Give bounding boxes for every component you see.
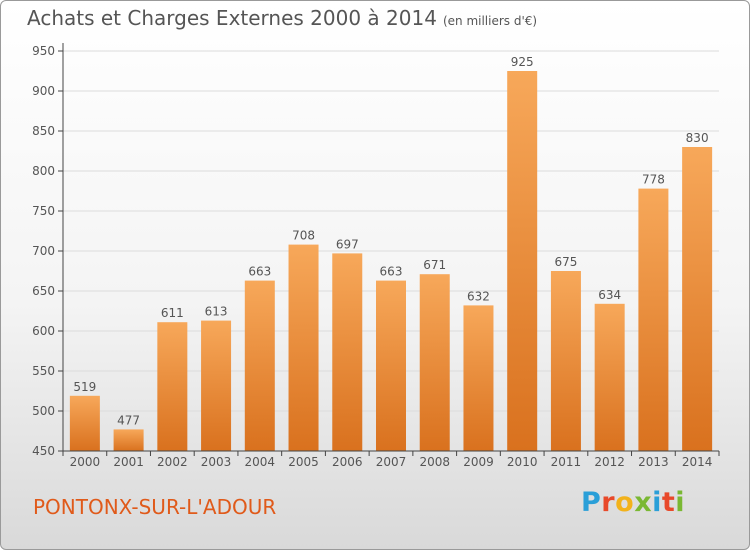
x-tick-label: 2009 bbox=[463, 455, 494, 469]
x-tick-label: 2001 bbox=[113, 455, 144, 469]
data-label: 663 bbox=[248, 265, 271, 279]
y-tick-label: 500 bbox=[32, 404, 55, 418]
data-label: 611 bbox=[161, 306, 184, 320]
x-tick-label: 2010 bbox=[507, 455, 538, 469]
logo-letter: r bbox=[601, 487, 616, 518]
proxiti-logo: Proxiti bbox=[581, 487, 685, 518]
x-tick-label: 2008 bbox=[419, 455, 450, 469]
data-label: 632 bbox=[467, 289, 490, 303]
bar-2012 bbox=[594, 303, 625, 451]
commune-name: PONTONX-SUR-L'ADOUR bbox=[33, 495, 277, 519]
bar-2002 bbox=[157, 322, 188, 451]
data-label: 708 bbox=[292, 229, 315, 243]
data-label: 671 bbox=[423, 258, 446, 272]
x-tick-label: 2013 bbox=[638, 455, 669, 469]
x-tick-label: 2004 bbox=[245, 455, 276, 469]
data-label: 778 bbox=[642, 173, 665, 187]
x-tick-label: 2000 bbox=[70, 455, 101, 469]
data-label: 613 bbox=[205, 305, 228, 319]
bar-2003 bbox=[201, 320, 232, 451]
logo-letter: t bbox=[661, 487, 676, 518]
bar-2005 bbox=[288, 244, 319, 451]
bar-2014 bbox=[682, 147, 713, 451]
x-tick-label: 2005 bbox=[288, 455, 319, 469]
data-label: 697 bbox=[336, 237, 359, 251]
data-label: 830 bbox=[686, 131, 709, 145]
x-tick-label: 2012 bbox=[594, 455, 625, 469]
title-text: Achats et Charges Externes 2000 à 2014 bbox=[27, 6, 437, 30]
y-tick-label: 950 bbox=[32, 44, 55, 58]
y-tick-label: 650 bbox=[32, 284, 55, 298]
logo-letter: o bbox=[615, 487, 635, 518]
chart-title: Achats et Charges Externes 2000 à 2014 (e… bbox=[27, 6, 537, 30]
data-label: 519 bbox=[73, 380, 96, 394]
bar-2004 bbox=[244, 280, 275, 451]
y-tick-label: 550 bbox=[32, 364, 55, 378]
data-label: 663 bbox=[380, 265, 403, 279]
bar-2000 bbox=[69, 395, 100, 451]
data-label: 675 bbox=[554, 255, 577, 269]
bar-2013 bbox=[638, 188, 669, 451]
y-tick-label: 700 bbox=[32, 244, 55, 258]
x-tick-label: 2011 bbox=[551, 455, 582, 469]
logo-letter: P bbox=[581, 487, 602, 518]
bar-2006 bbox=[332, 253, 363, 451]
bar-2008 bbox=[419, 274, 450, 451]
bar-2011 bbox=[550, 271, 581, 451]
data-label: 634 bbox=[598, 288, 621, 302]
y-tick-label: 450 bbox=[32, 444, 55, 458]
data-label: 925 bbox=[511, 55, 534, 69]
bar-2001 bbox=[113, 429, 144, 451]
x-tick-label: 2007 bbox=[376, 455, 407, 469]
bar-2010 bbox=[507, 71, 538, 451]
logo-letter: i bbox=[652, 487, 662, 518]
x-tick-label: 2003 bbox=[201, 455, 232, 469]
logo-letter: x bbox=[634, 487, 653, 518]
x-tick-label: 2006 bbox=[332, 455, 363, 469]
y-tick-label: 900 bbox=[32, 84, 55, 98]
logo-letter: i bbox=[675, 487, 686, 518]
data-label: 477 bbox=[117, 413, 140, 427]
bar-2007 bbox=[376, 280, 406, 451]
x-tick-label: 2002 bbox=[157, 455, 188, 469]
x-tick-label: 2014 bbox=[682, 455, 713, 469]
title-unit: (en milliers d'€) bbox=[442, 14, 538, 28]
bar-2009 bbox=[463, 305, 494, 451]
y-tick-label: 600 bbox=[32, 324, 55, 338]
y-tick-label: 750 bbox=[32, 204, 55, 218]
y-tick-label: 800 bbox=[32, 164, 55, 178]
y-tick-label: 850 bbox=[32, 124, 55, 138]
